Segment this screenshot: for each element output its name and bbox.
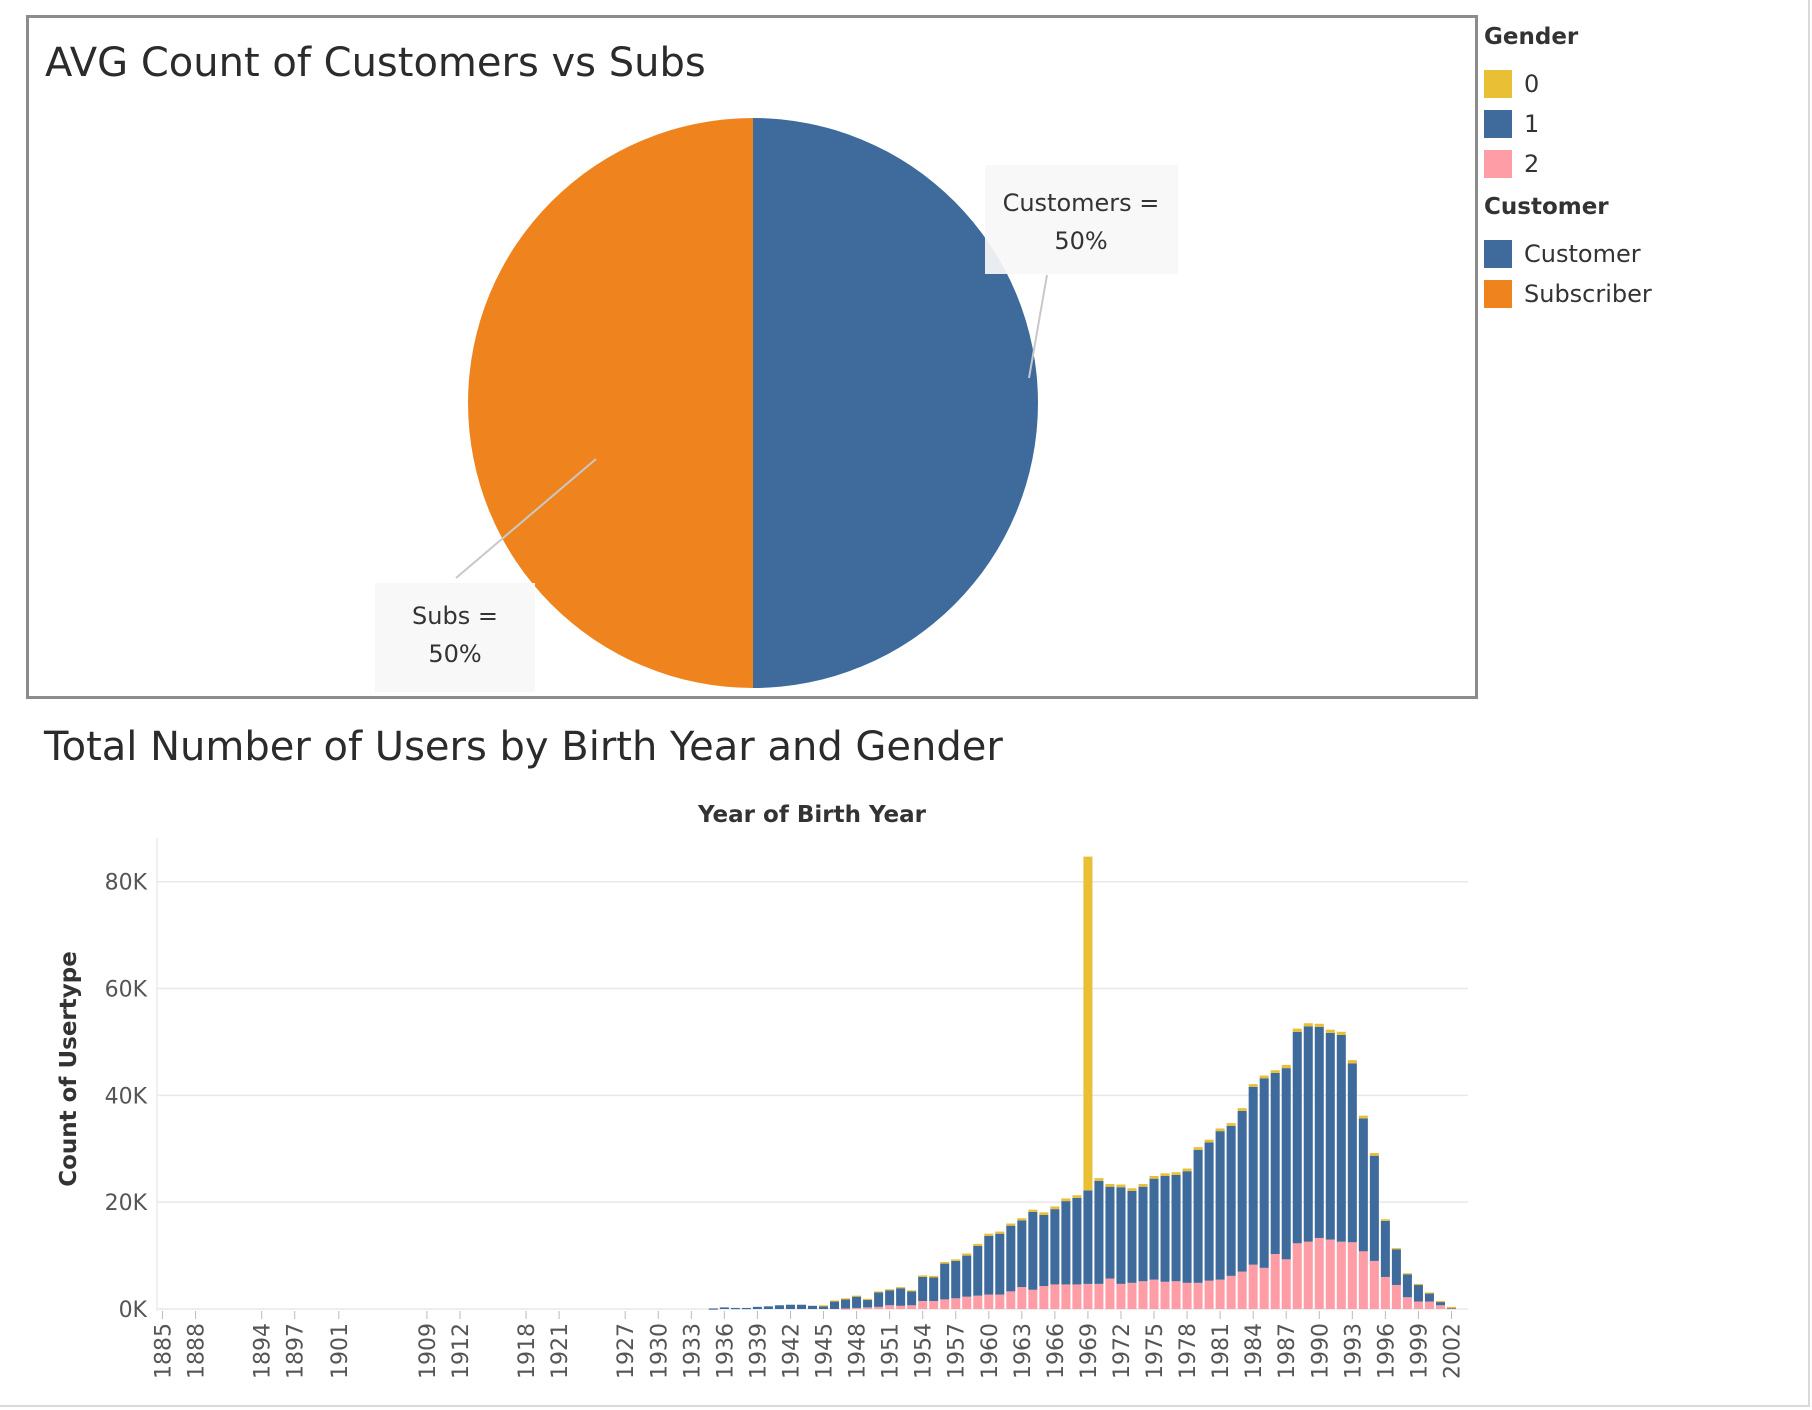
legend-item-customer[interactable]: Customer — [1484, 234, 1784, 274]
legend-swatch-gender-1 — [1484, 110, 1512, 138]
legend-label-customer: Customer — [1524, 240, 1641, 268]
legend-item-gender-1[interactable]: 1 — [1484, 104, 1784, 144]
legend-label-gender-1: 1 — [1524, 110, 1540, 138]
pie-slice-subscriber[interactable] — [468, 118, 753, 688]
legend-item-gender-0[interactable]: 0 — [1484, 64, 1784, 104]
legend-label-subscriber: Subscriber — [1524, 280, 1652, 308]
customers-annotation-line2: 50% — [1054, 227, 1107, 255]
legend-label-gender-2: 2 — [1524, 150, 1540, 178]
legend-swatch-subscriber — [1484, 280, 1512, 308]
legend-gender-title: Gender — [1484, 24, 1579, 50]
customers-leader-line — [1028, 274, 1048, 379]
legend-gender: Gender 0 1 2 — [1484, 24, 1784, 184]
pie-chart-panel: AVG Count of Customers vs Subs Customers… — [26, 15, 1478, 699]
legend-customer: Customer Customer Subscriber — [1484, 194, 1784, 314]
pie-chart-svg: Customers = 50% Subs = 50% — [375, 118, 1178, 692]
customers-annotation-box — [985, 165, 1178, 274]
legend-item-gender-2[interactable]: 2 — [1484, 144, 1784, 184]
legend: Gender 0 1 2 Customer Customer Subscribe… — [1484, 24, 1784, 324]
legend-label-gender-0: 0 — [1524, 70, 1540, 98]
legend-swatch-gender-0 — [1484, 70, 1512, 98]
subs-annotation-line2: 50% — [428, 640, 481, 668]
pie-chart-title: AVG Count of Customers vs Subs — [45, 40, 706, 86]
legend-customer-title: Customer — [1484, 194, 1609, 220]
subs-annotation-box — [375, 583, 535, 692]
bar-chart-title: Total Number of Users by Birth Year and … — [44, 724, 1003, 770]
pie-slice-customer[interactable] — [753, 118, 1038, 688]
legend-item-subscriber[interactable]: Subscriber — [1484, 274, 1784, 314]
legend-swatch-customer — [1484, 240, 1512, 268]
customers-annotation-line1: Customers = — [1003, 189, 1160, 217]
subs-annotation-line1: Subs = — [412, 602, 498, 630]
subs-leader-line — [455, 458, 597, 579]
legend-swatch-gender-2 — [1484, 150, 1512, 178]
